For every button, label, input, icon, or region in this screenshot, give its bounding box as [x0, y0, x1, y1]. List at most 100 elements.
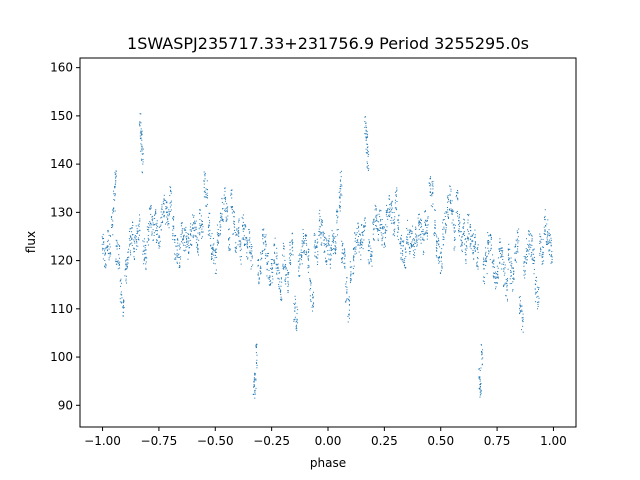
data-point — [274, 237, 276, 239]
data-point — [325, 246, 327, 248]
data-point — [531, 258, 533, 260]
data-point — [158, 236, 160, 238]
data-point — [127, 262, 129, 264]
data-point — [198, 239, 200, 241]
data-point — [528, 234, 530, 236]
data-point — [318, 234, 320, 236]
data-point — [402, 245, 404, 247]
data-point — [197, 232, 199, 234]
data-point — [504, 283, 506, 285]
data-point — [258, 281, 260, 283]
data-point — [547, 232, 549, 234]
data-point — [208, 212, 210, 214]
data-point — [366, 143, 368, 145]
data-point — [296, 319, 298, 321]
data-point — [361, 246, 363, 248]
data-point — [284, 259, 286, 261]
data-point — [551, 261, 553, 263]
data-point — [229, 248, 231, 250]
x-tick-label: 0.75 — [484, 434, 511, 448]
data-point — [172, 233, 174, 235]
data-point — [428, 182, 430, 184]
data-point — [515, 260, 517, 262]
data-point — [381, 240, 383, 242]
data-point — [247, 257, 249, 259]
data-point — [228, 247, 230, 249]
data-point — [508, 253, 510, 255]
data-point — [447, 216, 449, 218]
data-point — [271, 268, 273, 270]
data-point — [483, 283, 485, 285]
data-point — [332, 234, 334, 236]
data-point — [111, 224, 113, 226]
data-point — [309, 295, 311, 297]
data-point — [445, 231, 447, 233]
data-point — [373, 218, 375, 220]
data-point — [513, 270, 515, 272]
data-point — [366, 133, 368, 135]
data-point — [372, 221, 374, 223]
data-point — [502, 250, 504, 252]
data-point — [534, 256, 536, 258]
data-point — [543, 260, 545, 262]
data-point — [280, 278, 282, 280]
data-point — [115, 246, 117, 248]
data-point — [216, 239, 218, 241]
data-point — [368, 168, 370, 170]
data-point — [254, 372, 256, 374]
data-point — [485, 253, 487, 255]
data-point — [180, 225, 182, 227]
data-point — [544, 229, 546, 231]
data-point — [542, 263, 544, 265]
data-point — [278, 285, 280, 287]
data-point — [237, 244, 239, 246]
data-point — [414, 252, 416, 254]
data-point — [319, 232, 321, 234]
data-point — [331, 240, 333, 242]
data-point — [184, 244, 186, 246]
data-point — [318, 228, 320, 230]
data-point — [141, 150, 143, 152]
data-point — [303, 242, 305, 244]
data-point — [207, 224, 209, 226]
data-point — [551, 259, 553, 261]
data-point — [206, 180, 208, 182]
data-point — [449, 193, 451, 195]
data-point — [344, 249, 346, 251]
data-point — [312, 296, 314, 298]
data-point — [396, 187, 398, 189]
data-point — [447, 199, 449, 201]
data-point — [410, 244, 412, 246]
data-point — [393, 229, 395, 231]
data-point — [426, 224, 428, 226]
data-point — [320, 237, 322, 239]
data-point — [361, 238, 363, 240]
data-point — [303, 249, 305, 251]
data-point — [176, 255, 178, 257]
data-point — [201, 237, 203, 239]
data-point — [256, 354, 258, 356]
data-point — [337, 217, 339, 219]
data-point — [523, 270, 525, 272]
data-point — [172, 234, 174, 236]
data-point — [141, 131, 143, 133]
data-point — [140, 137, 142, 139]
data-point — [248, 228, 250, 230]
data-point — [240, 244, 242, 246]
data-point — [205, 205, 207, 207]
data-point — [116, 260, 118, 262]
data-point — [155, 210, 157, 212]
data-point — [246, 243, 248, 245]
data-point — [442, 239, 444, 241]
data-point — [523, 265, 525, 267]
data-point — [115, 181, 117, 183]
data-point — [396, 201, 398, 203]
data-point — [474, 234, 476, 236]
data-point — [453, 249, 455, 251]
data-point — [189, 247, 191, 249]
data-point — [246, 240, 248, 242]
data-point — [542, 246, 544, 248]
data-point — [420, 233, 422, 235]
data-point — [292, 254, 294, 256]
data-point — [497, 267, 499, 269]
